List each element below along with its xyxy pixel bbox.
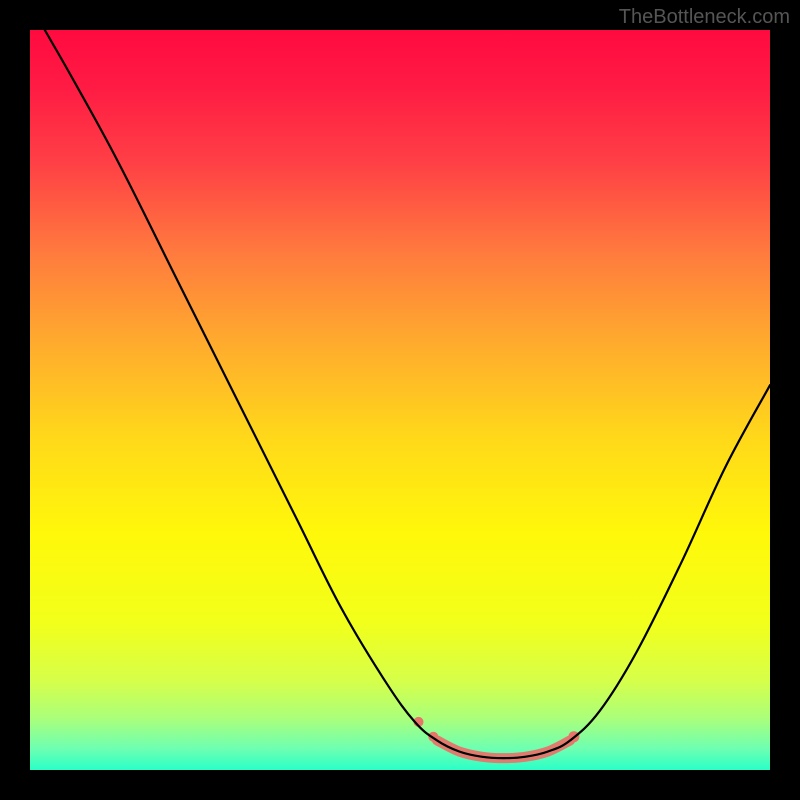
chart-lines (30, 30, 770, 770)
highlight-minimum-line (437, 740, 570, 758)
plot-area (30, 30, 770, 770)
bottleneck-curve-line (45, 30, 770, 758)
watermark-text: TheBottleneck.com (619, 6, 790, 29)
